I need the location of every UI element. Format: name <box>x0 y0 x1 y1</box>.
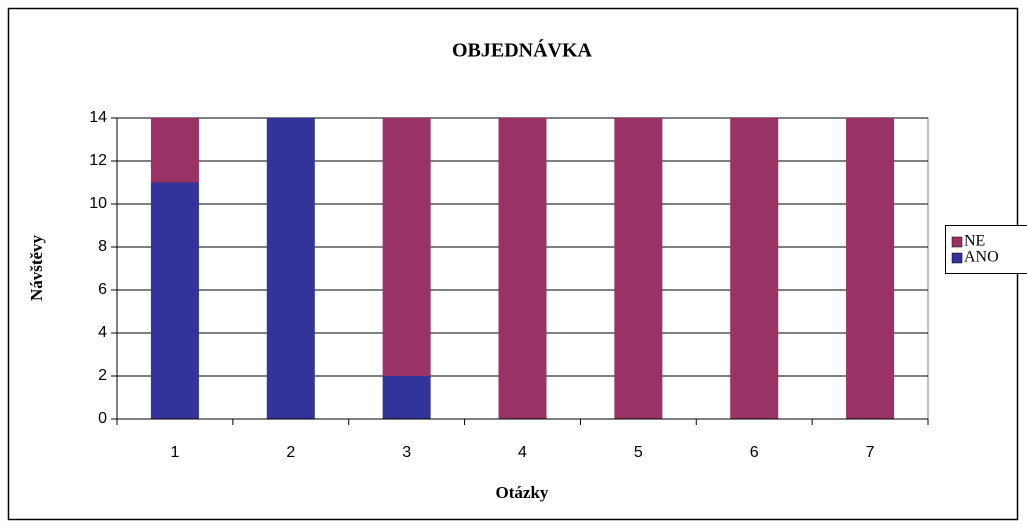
x-tick-label: 5 <box>634 444 643 461</box>
y-tick-label: 14 <box>89 109 107 126</box>
x-tick-label: 7 <box>866 444 875 461</box>
bar <box>382 376 431 419</box>
legend-box <box>945 225 1027 274</box>
bar <box>266 118 315 419</box>
x-tick-label: 6 <box>750 444 759 461</box>
bar <box>846 118 895 419</box>
bar <box>150 182 199 419</box>
bar <box>730 118 779 419</box>
y-tick-label: 6 <box>98 281 107 298</box>
chart-title: OBJEDNÁVKA <box>452 39 593 62</box>
bar <box>150 118 199 183</box>
bar <box>382 118 431 376</box>
bar <box>614 118 663 419</box>
y-tick-label: 8 <box>98 238 107 255</box>
bar <box>498 118 547 419</box>
x-axis-label: Otázky <box>496 483 549 502</box>
x-tick-label: 1 <box>170 444 179 461</box>
x-tick-label: 3 <box>402 444 411 461</box>
y-axis-label: Návštěvy <box>27 234 46 301</box>
y-tick-label: 10 <box>89 195 107 212</box>
y-tick-label: 0 <box>98 410 107 427</box>
x-tick-label: 4 <box>518 444 527 461</box>
x-tick-label: 2 <box>286 444 295 461</box>
legend-label: NE <box>964 233 985 250</box>
legend-swatch <box>951 252 963 264</box>
legend-label: ANO <box>964 249 999 266</box>
legend-swatch <box>951 236 963 248</box>
y-tick-label: 12 <box>89 152 107 169</box>
y-tick-label: 2 <box>98 367 107 384</box>
y-tick-label: 4 <box>98 324 107 341</box>
